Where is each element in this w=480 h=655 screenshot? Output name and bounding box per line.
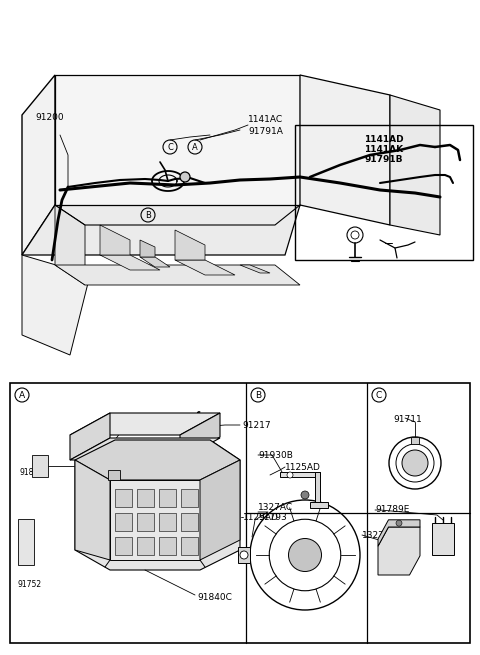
Circle shape bbox=[180, 172, 190, 182]
Text: 91791B: 91791B bbox=[365, 155, 403, 164]
Polygon shape bbox=[140, 257, 170, 267]
Text: 1327AB: 1327AB bbox=[362, 531, 397, 540]
Text: C: C bbox=[376, 390, 382, 400]
Text: A: A bbox=[19, 390, 25, 400]
Bar bbox=[137, 513, 154, 531]
Text: 91752: 91752 bbox=[17, 580, 41, 589]
Bar bbox=[18, 519, 34, 565]
Bar bbox=[159, 489, 176, 507]
Text: 1141AD: 1141AD bbox=[364, 135, 404, 144]
Polygon shape bbox=[100, 225, 130, 255]
Bar bbox=[115, 489, 132, 507]
Text: 91793: 91793 bbox=[258, 514, 287, 523]
Polygon shape bbox=[175, 230, 205, 260]
Polygon shape bbox=[70, 413, 110, 460]
Polygon shape bbox=[378, 520, 420, 546]
Polygon shape bbox=[432, 523, 454, 555]
Bar bbox=[137, 537, 154, 555]
Bar bbox=[295, 125, 473, 260]
Polygon shape bbox=[180, 413, 220, 459]
Text: A: A bbox=[192, 143, 198, 151]
Polygon shape bbox=[315, 472, 320, 502]
Text: C: C bbox=[167, 143, 173, 151]
Polygon shape bbox=[70, 413, 220, 435]
Circle shape bbox=[396, 520, 402, 526]
Text: B: B bbox=[255, 390, 261, 400]
Polygon shape bbox=[22, 255, 90, 355]
Text: 1327AC: 1327AC bbox=[258, 502, 293, 512]
Text: 91840C: 91840C bbox=[197, 593, 232, 601]
Bar bbox=[108, 470, 120, 480]
Polygon shape bbox=[200, 460, 240, 560]
Polygon shape bbox=[70, 438, 220, 460]
Text: B: B bbox=[145, 210, 151, 219]
Polygon shape bbox=[390, 95, 440, 235]
Text: 1125AD: 1125AD bbox=[243, 512, 279, 521]
Bar bbox=[159, 537, 176, 555]
Polygon shape bbox=[55, 205, 85, 285]
Text: 1125AD: 1125AD bbox=[285, 462, 321, 472]
Text: 91711: 91711 bbox=[393, 415, 422, 424]
Polygon shape bbox=[75, 440, 240, 480]
Bar bbox=[32, 455, 48, 477]
Circle shape bbox=[287, 472, 293, 478]
Bar bbox=[181, 489, 198, 507]
Polygon shape bbox=[55, 75, 300, 205]
Polygon shape bbox=[300, 75, 390, 225]
Text: 91825A: 91825A bbox=[148, 424, 177, 433]
Polygon shape bbox=[240, 265, 270, 273]
Polygon shape bbox=[238, 547, 250, 563]
Polygon shape bbox=[310, 502, 328, 508]
Bar bbox=[181, 513, 198, 531]
Bar bbox=[159, 513, 176, 531]
Polygon shape bbox=[140, 240, 155, 257]
Text: 91789E: 91789E bbox=[375, 506, 409, 514]
Bar bbox=[137, 489, 154, 507]
Polygon shape bbox=[110, 480, 200, 560]
Text: 91791A: 91791A bbox=[248, 126, 283, 136]
Polygon shape bbox=[55, 265, 300, 285]
Polygon shape bbox=[100, 255, 160, 270]
Bar bbox=[181, 537, 198, 555]
Circle shape bbox=[402, 450, 428, 476]
Text: 91930B: 91930B bbox=[258, 451, 293, 460]
Bar bbox=[10, 383, 470, 643]
Circle shape bbox=[240, 551, 248, 559]
Text: 91835A: 91835A bbox=[20, 468, 49, 477]
Text: 91200: 91200 bbox=[35, 113, 64, 121]
Bar bbox=[411, 437, 419, 444]
Polygon shape bbox=[175, 260, 235, 275]
Polygon shape bbox=[75, 460, 110, 560]
Text: 1141AC: 1141AC bbox=[248, 115, 283, 124]
Polygon shape bbox=[22, 75, 55, 255]
Circle shape bbox=[301, 491, 309, 499]
Text: 91217: 91217 bbox=[242, 421, 271, 430]
Bar bbox=[115, 513, 132, 531]
Polygon shape bbox=[75, 440, 240, 570]
Polygon shape bbox=[280, 472, 320, 477]
Polygon shape bbox=[378, 527, 420, 575]
Circle shape bbox=[288, 538, 322, 572]
Bar bbox=[115, 537, 132, 555]
Polygon shape bbox=[22, 205, 300, 255]
Text: 1141AK: 1141AK bbox=[364, 145, 404, 154]
